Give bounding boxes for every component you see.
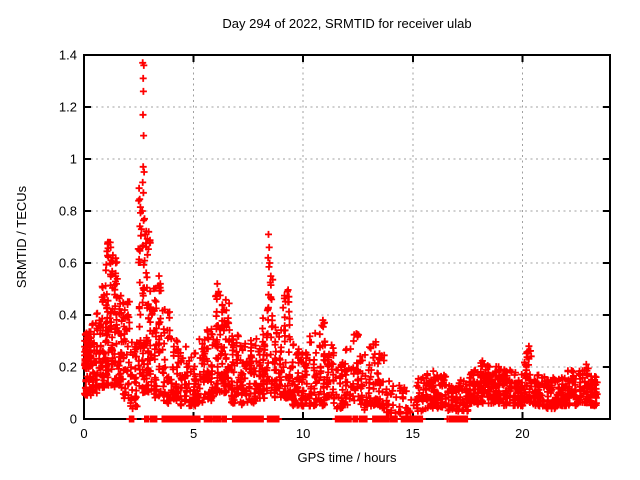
x-axis-title: GPS time / hours [297,450,397,465]
y-tick-label: 0 [70,412,77,427]
x-tick-label: 5 [190,426,197,441]
x-tick-label: 10 [296,426,310,441]
y-tick-label: 1.4 [59,48,77,63]
x-tick-label: 20 [515,426,529,441]
scatter-points [81,59,601,423]
y-tick-label: 0.4 [59,308,77,323]
y-tick-label: 0.8 [59,204,77,219]
y-tick-label: 0.6 [59,256,77,271]
x-tick-label: 0 [80,426,87,441]
x-tick-label: 15 [406,426,420,441]
y-tick-label: 1 [70,152,77,167]
y-tick-label: 1.2 [59,100,77,115]
y-tick-label: 0.2 [59,360,77,375]
chart-title: Day 294 of 2022, SRMTID for receiver ula… [222,16,472,31]
